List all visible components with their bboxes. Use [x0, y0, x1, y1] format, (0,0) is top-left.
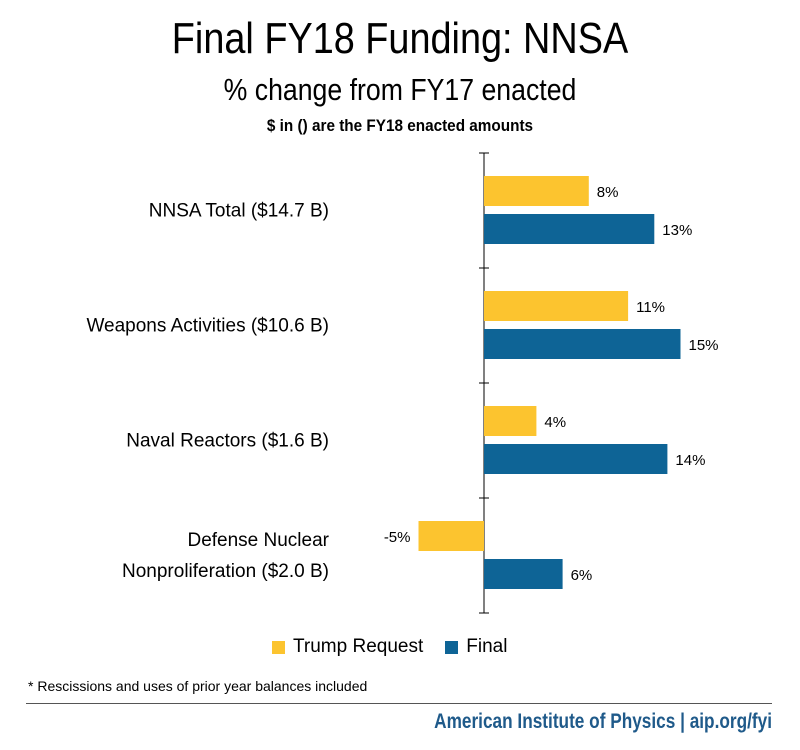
data-label: 4% [544, 414, 566, 431]
bar-final [484, 444, 668, 474]
bar-trump-request [484, 291, 629, 321]
bar-trump-request [484, 176, 589, 206]
data-label: 13% [662, 222, 692, 239]
data-label: 11% [636, 299, 665, 316]
bar-trump-request [418, 521, 484, 551]
category-label: Weapons Activities ($10.6 B) [86, 316, 329, 337]
legend-item-final: Final [445, 636, 507, 658]
legend-label-trump-request: Trump Request [293, 636, 424, 657]
divider [26, 703, 772, 704]
credit: American Institute of Physics | aip.org/… [434, 710, 772, 733]
bar-trump-request [484, 406, 537, 436]
category-label: Naval Reactors ($1.6 B) [126, 431, 329, 452]
data-label: 14% [675, 452, 705, 469]
bar-chart: 8% 13% NNSA Total ($14.7 B) 11% 15% Weapons A… [86, 152, 719, 614]
data-label: 15% [689, 337, 719, 354]
legend: Trump Request Final [272, 636, 529, 658]
bar-final [484, 559, 563, 589]
bar-final [484, 214, 655, 244]
category-label: NNSA Total ($14.7 B) [149, 201, 329, 222]
legend-swatch-trump-request [272, 640, 285, 654]
legend-label-final: Final [466, 636, 508, 657]
legend-swatch-final [445, 640, 459, 654]
data-label: 6% [571, 567, 593, 584]
data-label: 8% [597, 184, 619, 201]
chart-subtitle: % change from FY17 enacted [223, 72, 577, 107]
category-label: Defense Nuclear [187, 530, 329, 551]
bar-final [484, 329, 681, 359]
category-label: Nonproliferation ($2.0 B) [122, 561, 329, 582]
data-label: -5% [384, 529, 411, 546]
chart-title: Final FY18 Funding: NNSA [171, 14, 629, 63]
legend-item-trump-request: Trump Request [272, 636, 423, 658]
footnote: * Rescissions and uses of prior year bal… [28, 678, 368, 694]
chart-note: $ in () are the FY18 enacted amounts [266, 116, 534, 135]
